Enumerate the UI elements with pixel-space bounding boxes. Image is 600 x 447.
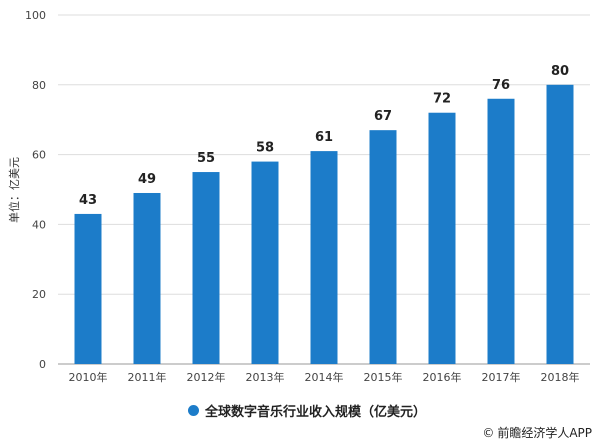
x-tick-label: 2012年 [187,370,226,384]
data-label: 43 [79,193,97,208]
y-tick-label: 100 [25,9,46,22]
data-label: 67 [374,109,392,124]
y-tick-label: 0 [39,358,46,371]
bar [428,112,456,364]
y-axis-label: 单位：亿美元 [7,157,21,223]
x-axis-ticks: 2010年 2011年 2012年 2013年 2014年 2015年 2016年 2017年… [69,370,580,384]
y-axis-ticks: 0 20 40 60 80 100 [25,9,46,371]
copyright-icon: © [482,425,495,440]
data-label: 72 [433,92,451,107]
bar [369,130,397,364]
data-label: 49 [138,172,156,187]
bar [487,98,515,364]
data-label: 61 [315,130,333,145]
legend: 全球数字音乐行业收入规模（亿美元） [188,401,427,420]
bar [74,213,102,364]
credit-text: 前瞻经济学人APP [497,426,592,440]
y-tick-label: 20 [32,288,46,301]
data-label: 80 [551,64,569,79]
bar [192,172,220,364]
bar [251,161,279,364]
data-labels: 43 49 55 58 61 67 72 76 80 [79,64,569,208]
y-tick-label: 60 [32,149,46,162]
data-label: 76 [492,78,510,93]
bar [133,192,161,364]
x-tick-label: 2010年 [69,370,108,384]
y-tick-label: 40 [32,218,46,231]
x-tick-label: 2011年 [128,370,167,384]
bar [546,84,574,365]
legend-marker [188,404,199,416]
x-tick-label: 2013年 [246,370,285,384]
source-credit: © 前瞻经济学人APP [482,424,592,441]
x-tick-label: 2018年 [541,370,580,384]
x-tick-label: 2016年 [423,370,462,384]
data-label: 58 [256,141,274,156]
y-tick-label: 80 [32,79,46,92]
x-tick-label: 2014年 [305,370,344,384]
x-tick-label: 2017年 [482,370,521,384]
bar [310,151,338,364]
data-label: 55 [197,151,215,166]
legend-label: 全球数字音乐行业收入规模（亿美元） [205,404,427,420]
bars [74,84,574,365]
x-tick-label: 2015年 [364,370,403,384]
